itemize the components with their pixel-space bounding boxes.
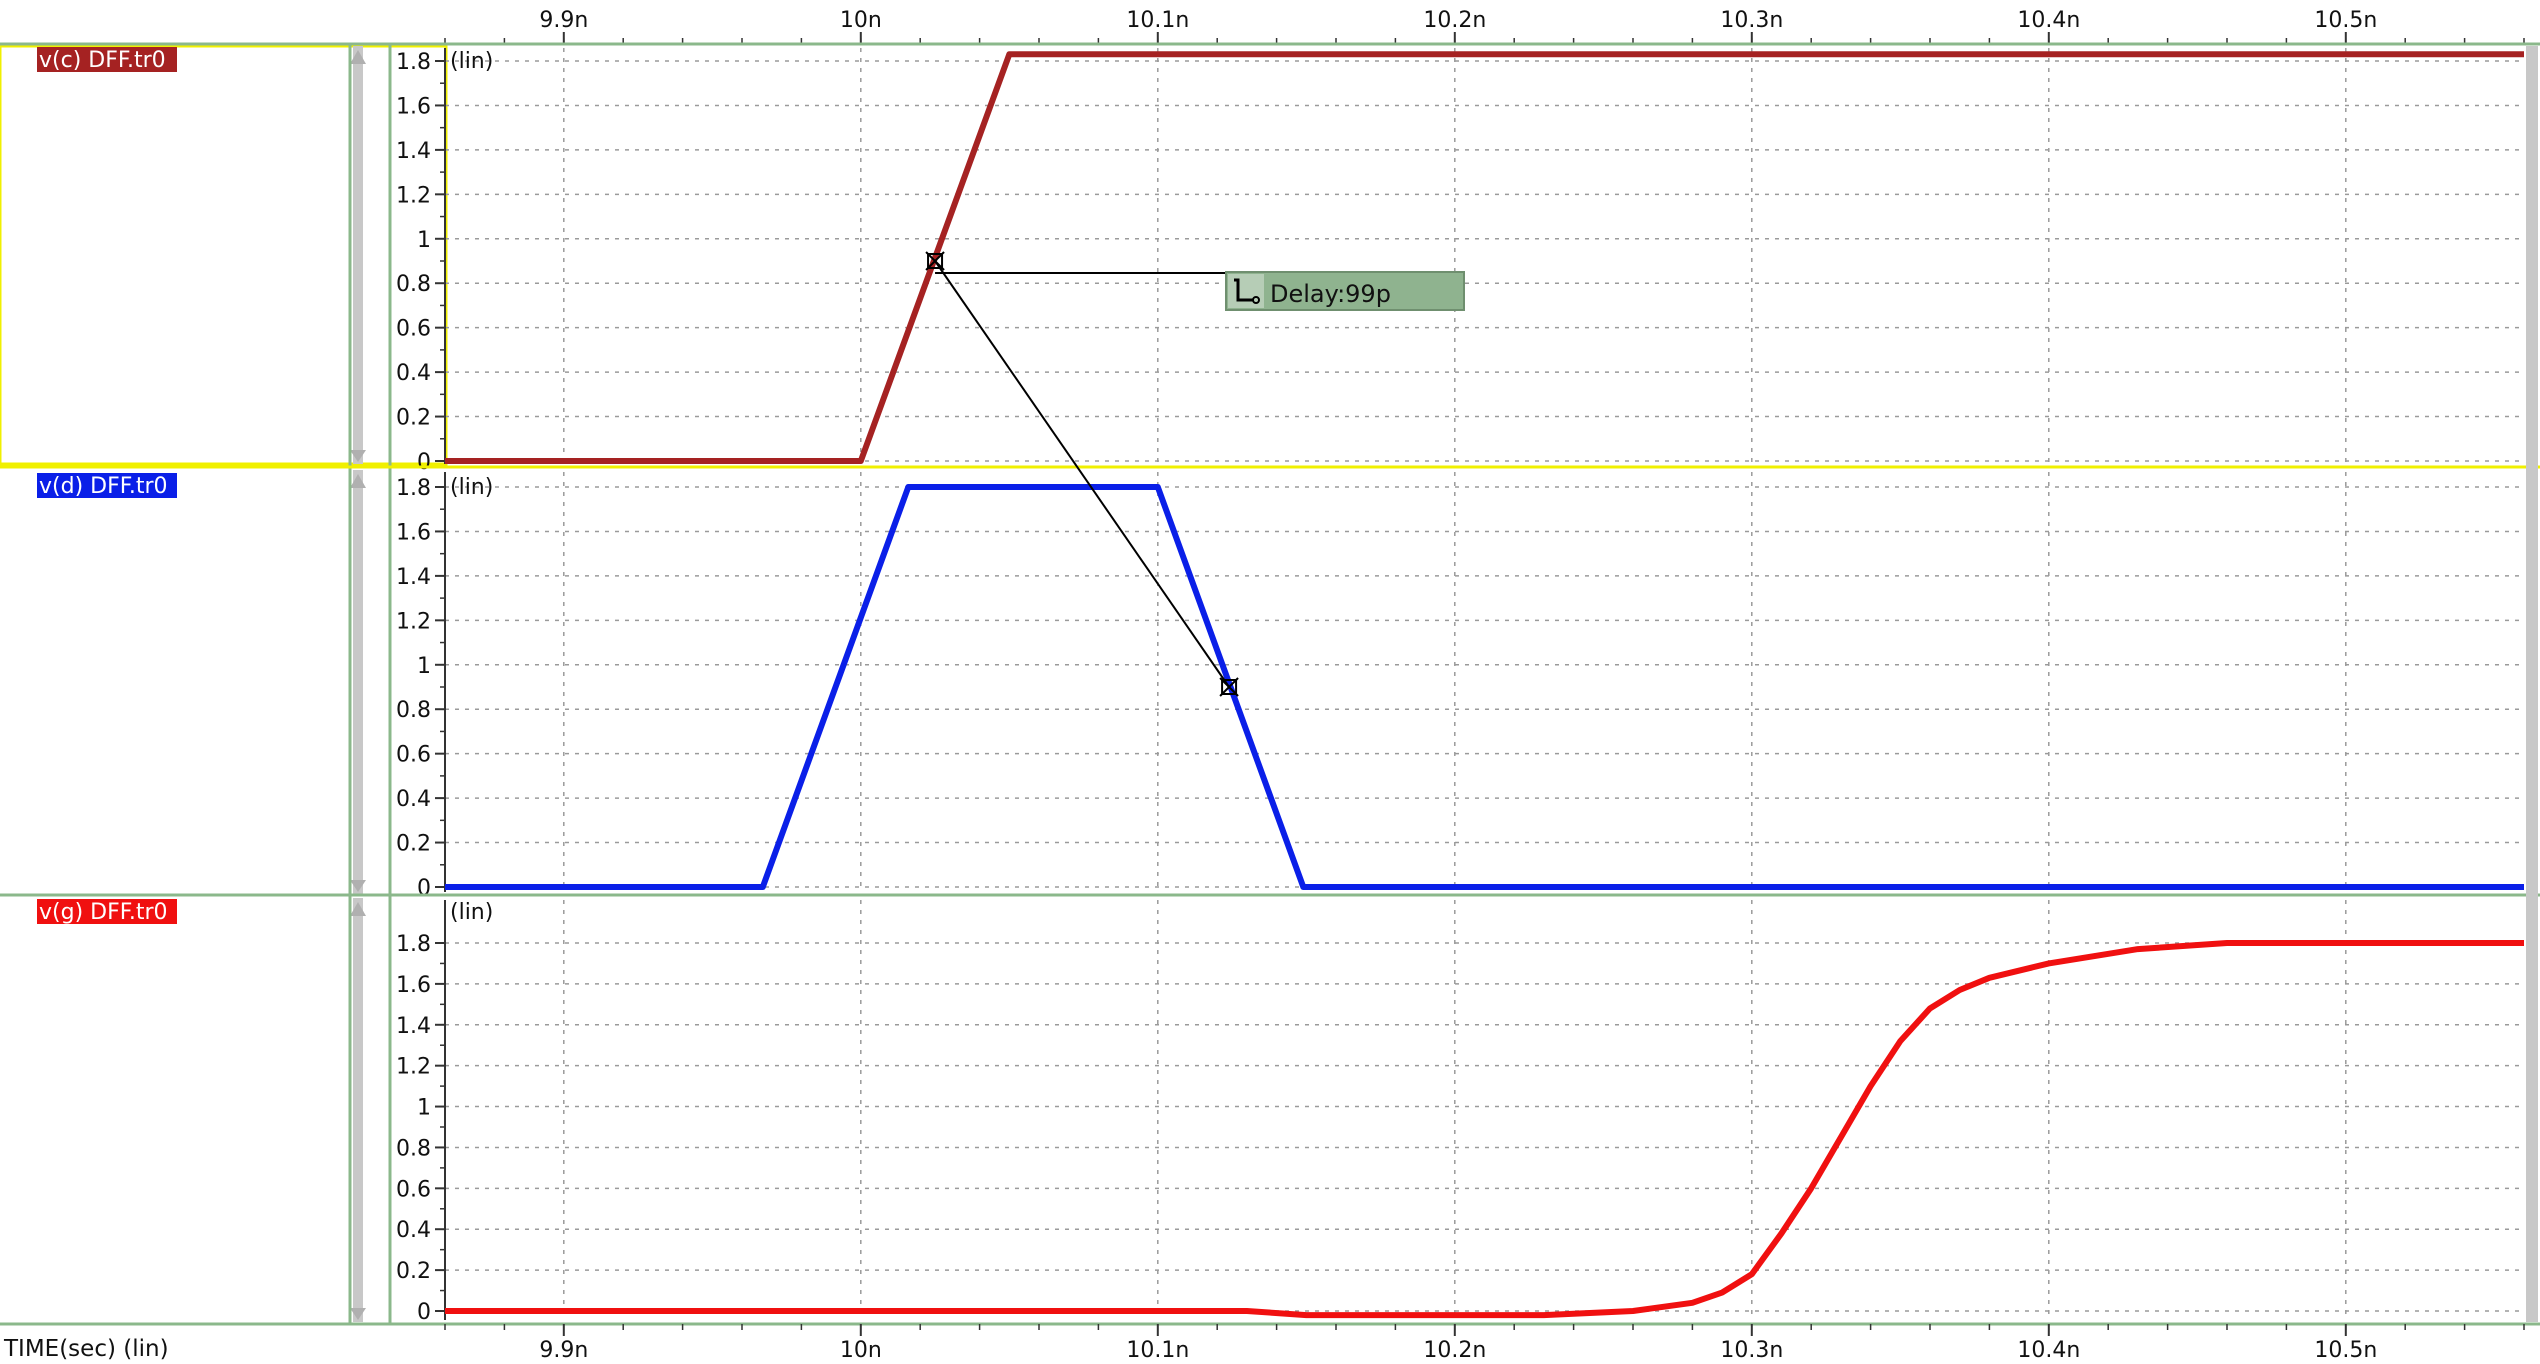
panel-grid [445, 48, 2524, 464]
y-tick-label: 0.2 [396, 406, 431, 431]
measurement-diagonal-line [934, 260, 1230, 688]
y-tick-label: 0.6 [396, 1177, 431, 1202]
y-tick-label: 1.4 [396, 565, 431, 590]
scroll-down-arrow-icon[interactable] [350, 880, 366, 892]
y-tick-label: 0.4 [396, 361, 431, 386]
scroll-down-arrow-icon[interactable] [350, 1308, 366, 1320]
x-tick-label: 10.2n [1423, 8, 1486, 33]
x-tick-label: 10.1n [1126, 8, 1189, 33]
x-tick-label: 10.5n [2314, 1338, 2377, 1363]
x-tick-label: 9.9n [539, 8, 588, 33]
scrollbar-track [353, 46, 363, 464]
y-tick-label: 0.8 [396, 698, 431, 723]
scroll-up-arrow-icon[interactable] [350, 902, 366, 916]
y-axis: 0 0.2 0.4 0.6 0.8 1 1.2 1.4 1.6 1.8 [396, 48, 446, 475]
x-tick-label: 10.3n [1720, 1338, 1783, 1363]
x-tick-label: 9.9n [539, 1338, 588, 1363]
y-tick-label: 1.8 [396, 932, 431, 957]
vertical-scrollbar[interactable] [350, 898, 366, 1322]
x-tick-label: 10n [840, 8, 882, 33]
series-line-vg[interactable] [445, 940, 2524, 1319]
measurement-end-marker-icon[interactable] [1219, 677, 1239, 697]
scrollbar-track [353, 898, 363, 1322]
x-tick-label: 10.5n [2314, 8, 2377, 33]
y-scale-label: (lin) [450, 900, 493, 925]
y-tick-label: 1.4 [396, 139, 431, 164]
vertical-scrollbar[interactable] [350, 470, 366, 894]
x-axis-title: TIME(sec) (lin) [3, 1336, 169, 1362]
y-tick-label: 0.2 [396, 1259, 431, 1284]
measurement-start-marker-icon[interactable] [925, 251, 945, 271]
y-tick-label: 0.6 [396, 317, 431, 342]
right-scrollbar[interactable] [2526, 46, 2538, 1322]
signal-tag-label: v(g) DFF.tr0 [39, 900, 168, 925]
y-tick-label: 0.2 [396, 832, 431, 857]
signal-tag-background [37, 47, 177, 72]
delay-value-label: Delay:99p [1270, 280, 1391, 308]
y-tick-label: 0.6 [396, 743, 431, 768]
y-tick-label: 0.4 [396, 1218, 431, 1243]
scroll-up-arrow-icon[interactable] [350, 50, 366, 64]
y-scale-label: (lin) [450, 49, 493, 74]
y-tick-label: 1.4 [396, 1014, 431, 1039]
panel-grid [445, 472, 2524, 892]
waveform-panel-vg[interactable]: 0 0.2 0.4 0.6 0.8 1 1.2 1.4 1.6 1.8 (lin) v(g) DF… [37, 898, 2524, 1325]
vertical-scrollbar[interactable] [350, 46, 366, 464]
y-tick-label: 1.2 [396, 183, 431, 208]
x-tick-label: 10.2n [1423, 1338, 1486, 1363]
scrollbar-track [353, 470, 363, 894]
scroll-down-arrow-icon[interactable] [350, 450, 366, 462]
y-tick-label: 0 [417, 1300, 431, 1325]
series-line-vc[interactable] [445, 51, 2524, 464]
y-tick-label: 0 [417, 450, 431, 475]
x-tick-label: 10.1n [1126, 1338, 1189, 1363]
y-tick-label: 0.8 [396, 1136, 431, 1161]
y-axis: 0 0.2 0.4 0.6 0.8 1 1.2 1.4 1.6 1.8 [396, 900, 446, 1325]
signal-tag-vg[interactable]: v(g) DFF.tr0 [37, 899, 177, 925]
panel-grid [445, 900, 2524, 1320]
y-tick-label: 1.8 [396, 476, 431, 501]
signal-tag-background [37, 899, 177, 924]
signal-tag-label: v(c) DFF.tr0 [39, 48, 166, 73]
series-line-vd[interactable] [445, 484, 2524, 890]
signal-tag-background [37, 473, 177, 498]
y-tick-label: 1.2 [396, 609, 431, 634]
x-tick-label: 10.4n [2017, 8, 2080, 33]
waveform-panel-vc[interactable]: 0 0.2 0.4 0.6 0.8 1 1.2 1.4 1.6 1.8 (lin) v(c) DF… [0, 44, 2524, 475]
y-tick-label: 1.2 [396, 1055, 431, 1080]
y-tick-label: 0.8 [396, 272, 431, 297]
y-tick-label: 1.6 [396, 94, 431, 119]
x-tick-label: 10.3n [1720, 8, 1783, 33]
delay-measure-icon [1228, 274, 1264, 308]
y-tick-label: 1 [417, 1096, 431, 1121]
y-tick-label: 1.8 [396, 50, 431, 75]
waveform-panel-vd[interactable]: 0 0.2 0.4 0.6 0.8 1 1.2 1.4 1.6 1.8 (lin) v(d) DF… [37, 470, 2524, 901]
delay-label-background [1225, 271, 1465, 311]
y-tick-label: 0.4 [396, 787, 431, 812]
y-tick-label: 1 [417, 654, 431, 679]
y-scale-label: (lin) [450, 475, 493, 500]
delay-label-box[interactable]: Delay:99p [1225, 271, 1465, 311]
x-axis-bottom: 9.9n 10n 10.1n 10.2n 10.3n 10.4n 10.5n [444, 1324, 2525, 1363]
x-tick-label: 10.4n [2017, 1338, 2080, 1363]
y-tick-label: 1 [417, 228, 431, 253]
x-tick-label: 10n [840, 1338, 882, 1363]
scroll-up-arrow-icon[interactable] [350, 474, 366, 488]
x-axis-top: 9.9n 10n 10.1n 10.2n 10.3n 10.4n 10.5n [444, 8, 2525, 44]
signal-tag-vd[interactable]: v(d) DFF.tr0 [37, 473, 177, 499]
delay-measurement[interactable]: Delay:99p [925, 251, 1465, 697]
signal-tag-vc[interactable]: v(c) DFF.tr0 [37, 47, 177, 73]
signal-tag-label: v(d) DFF.tr0 [39, 474, 168, 499]
y-tick-label: 0 [417, 876, 431, 901]
y-tick-label: 1.6 [396, 973, 431, 998]
y-tick-label: 1.6 [396, 520, 431, 545]
